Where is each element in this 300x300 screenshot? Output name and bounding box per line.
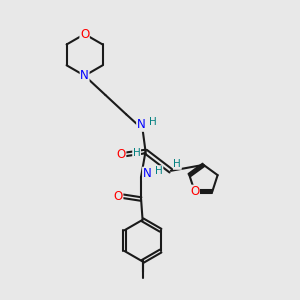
Text: H: H — [149, 117, 157, 127]
Text: H: H — [155, 166, 163, 176]
Text: O: O — [80, 28, 89, 40]
Text: H: H — [173, 159, 181, 169]
Text: O: O — [116, 148, 126, 161]
Text: O: O — [190, 185, 200, 198]
Text: N: N — [80, 69, 89, 82]
Text: H: H — [133, 148, 140, 158]
Text: N: N — [143, 167, 152, 180]
Text: N: N — [137, 118, 146, 131]
Text: O: O — [114, 190, 123, 202]
